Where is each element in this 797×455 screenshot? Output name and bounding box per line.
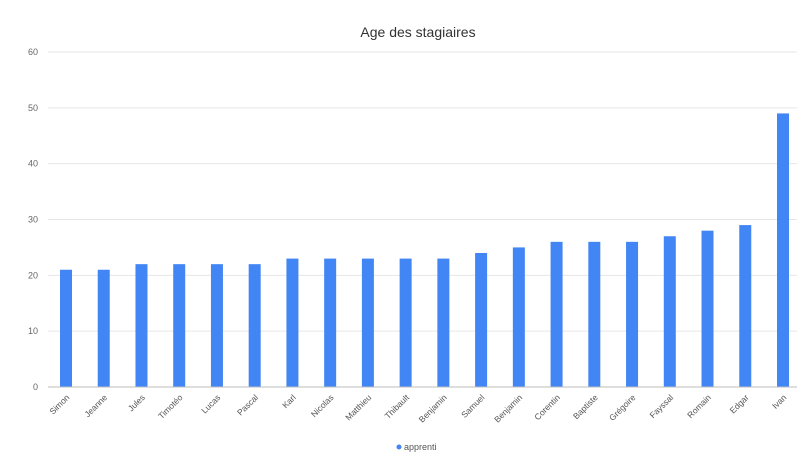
bar xyxy=(286,258,299,387)
legend: apprenti xyxy=(396,442,437,452)
y-tick-label: 10 xyxy=(28,326,38,336)
bars xyxy=(60,113,789,388)
x-tick-label: Nicolas xyxy=(309,392,336,419)
x-tick-label: Lucas xyxy=(199,392,222,415)
bar xyxy=(173,264,186,387)
x-tick-label: Edgar xyxy=(728,392,751,415)
bar xyxy=(437,258,450,387)
x-tick-label: Benjamin xyxy=(492,392,524,424)
x-tick-label: Corentin xyxy=(532,392,562,422)
bar xyxy=(210,264,223,387)
bar xyxy=(550,241,563,387)
bar xyxy=(361,258,374,387)
bar xyxy=(475,253,488,387)
y-tick-label: 0 xyxy=(33,382,38,392)
x-tick-label: Karl xyxy=(280,392,298,410)
y-tick-label: 20 xyxy=(28,270,38,280)
gridlines xyxy=(48,51,797,332)
x-tick-label: Benjamin xyxy=(417,392,449,424)
x-tick-label: Fayssal xyxy=(647,392,675,420)
x-tick-label: Jules xyxy=(126,392,147,413)
bar xyxy=(777,113,789,388)
bar xyxy=(739,225,752,387)
bar xyxy=(663,236,676,387)
bar xyxy=(701,230,714,387)
bar xyxy=(248,264,261,387)
x-tick-label: Ivan xyxy=(770,392,789,411)
chart-title: Age des stagiaires xyxy=(360,24,475,40)
x-tick-label: Jeanne xyxy=(82,392,109,419)
bar xyxy=(324,258,337,387)
y-tick-label: 40 xyxy=(28,159,38,169)
bar xyxy=(60,269,72,387)
y-tick-label: 50 xyxy=(28,103,38,113)
x-tick-label: Grégoire xyxy=(607,392,638,423)
y-tick-label: 60 xyxy=(28,47,38,57)
x-tick-label: Baptiste xyxy=(571,392,600,421)
x-tick-label: Matthieu xyxy=(343,392,373,422)
y-tick-label: 30 xyxy=(28,215,38,225)
bar xyxy=(97,269,110,387)
legend-label: apprenti xyxy=(404,442,437,452)
x-tick-label: Simon xyxy=(47,392,71,416)
x-tick-label: Romain xyxy=(685,392,713,420)
bar xyxy=(626,241,639,387)
bar xyxy=(512,247,525,387)
bar xyxy=(135,264,148,387)
x-tick-label: Pascal xyxy=(235,392,260,417)
x-tick-label: Thibault xyxy=(383,392,412,421)
x-axis-labels: Simon Jeanne Jules Timotéo Lucas Pascal Karl Ni… xyxy=(47,392,788,425)
bar xyxy=(399,258,412,387)
x-tick-label: Samuel xyxy=(459,392,487,420)
x-tick-label: Timotéo xyxy=(156,392,185,421)
legend-marker xyxy=(396,444,402,450)
y-axis-ticks: 0 10 20 30 40 50 60 xyxy=(28,47,38,392)
bar xyxy=(588,241,601,387)
